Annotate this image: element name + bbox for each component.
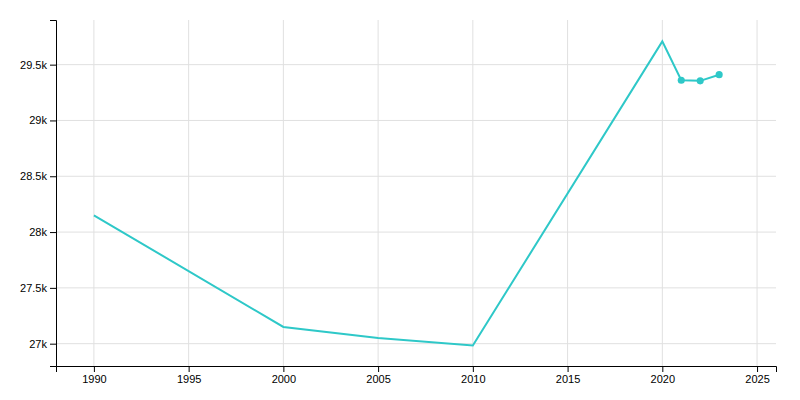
x-tick-mark [94,366,95,372]
point [678,77,685,84]
x-tick-label: 2005 [366,373,390,385]
chart-svg: 1990 1995 2000 2005 2010 2015 2020 2025 27k 27.5k… [0,0,800,400]
x-axis-line [57,367,777,373]
x-tick-mark [378,366,379,372]
x-tick-mark [568,366,569,372]
x-tick-label: 2015 [556,373,580,385]
grid-line-y [56,176,776,177]
y-tick-mark [50,344,56,345]
x-tick-mark [283,366,284,372]
chart-container: 1990 1995 2000 2005 2010 2015 2020 2025 27k 27.5k… [0,0,800,400]
y-tick-mark [50,120,56,121]
x-tick-mark [189,366,190,372]
grid-line-x [93,20,94,366]
y-tick-mark [50,176,56,177]
x-tick: 2025 [745,366,769,385]
x-tick: 2005 [366,366,390,385]
y-tick-label: 28.5k [20,170,47,182]
grid-line-x [757,20,758,366]
y-tick: 27.5k [20,282,56,294]
grid-line-y [56,120,776,121]
grid-line-y [56,64,776,65]
grid-line-x [662,20,663,366]
point [716,71,723,78]
y-tick: 29k [29,114,56,126]
x-tick-mark [473,366,474,372]
y-tick-mark [50,288,56,289]
y-tick-mark [50,65,56,66]
x-tick: 2015 [556,366,580,385]
grid-line-x [472,20,473,366]
grid-line-x [188,20,189,366]
y-tick-label: 27k [29,338,47,350]
x-axis: 1990 1995 2000 2005 2010 2015 2020 2025 [57,366,777,385]
x-tick-mark [662,366,663,372]
y-tick: 27k [29,338,56,350]
x-tick: 1995 [177,366,201,385]
grid-line-y [56,287,776,288]
grid-line-x [378,20,379,366]
marks [94,41,723,345]
y-tick-mark [50,232,56,233]
grid-line-y [56,343,776,344]
plot: 1990 1995 2000 2005 2010 2015 2020 2025 27k 27.5k… [20,20,776,385]
y-tick: 28k [29,226,56,238]
y-tick: 28.5k [20,170,56,182]
y-tick-label: 29k [29,114,47,126]
y-tick: 29.5k [20,59,56,71]
point [697,77,704,84]
x-tick: 2000 [272,366,296,385]
y-tick-label: 29.5k [20,59,47,71]
x-tick-label: 2025 [745,373,769,385]
y-axis-line [50,21,57,367]
y-tick-label: 28k [29,226,47,238]
x-tick-label: 1995 [177,373,201,385]
x-tick-label: 1990 [82,373,106,385]
line [94,41,719,345]
x-tick-label: 2000 [272,373,296,385]
grid [56,20,776,366]
grid-line-y [56,232,776,233]
grid-line-x [283,20,284,366]
x-tick: 2010 [461,366,485,385]
x-tick-mark [757,366,758,372]
y-tick-label: 27.5k [20,282,47,294]
y-axis: 27k 27.5k 28k 28.5k 29k 29.5k [20,21,56,367]
x-tick: 1990 [82,366,106,385]
x-tick-label: 2020 [651,373,675,385]
x-tick: 2020 [651,366,675,385]
x-tick-label: 2010 [461,373,485,385]
